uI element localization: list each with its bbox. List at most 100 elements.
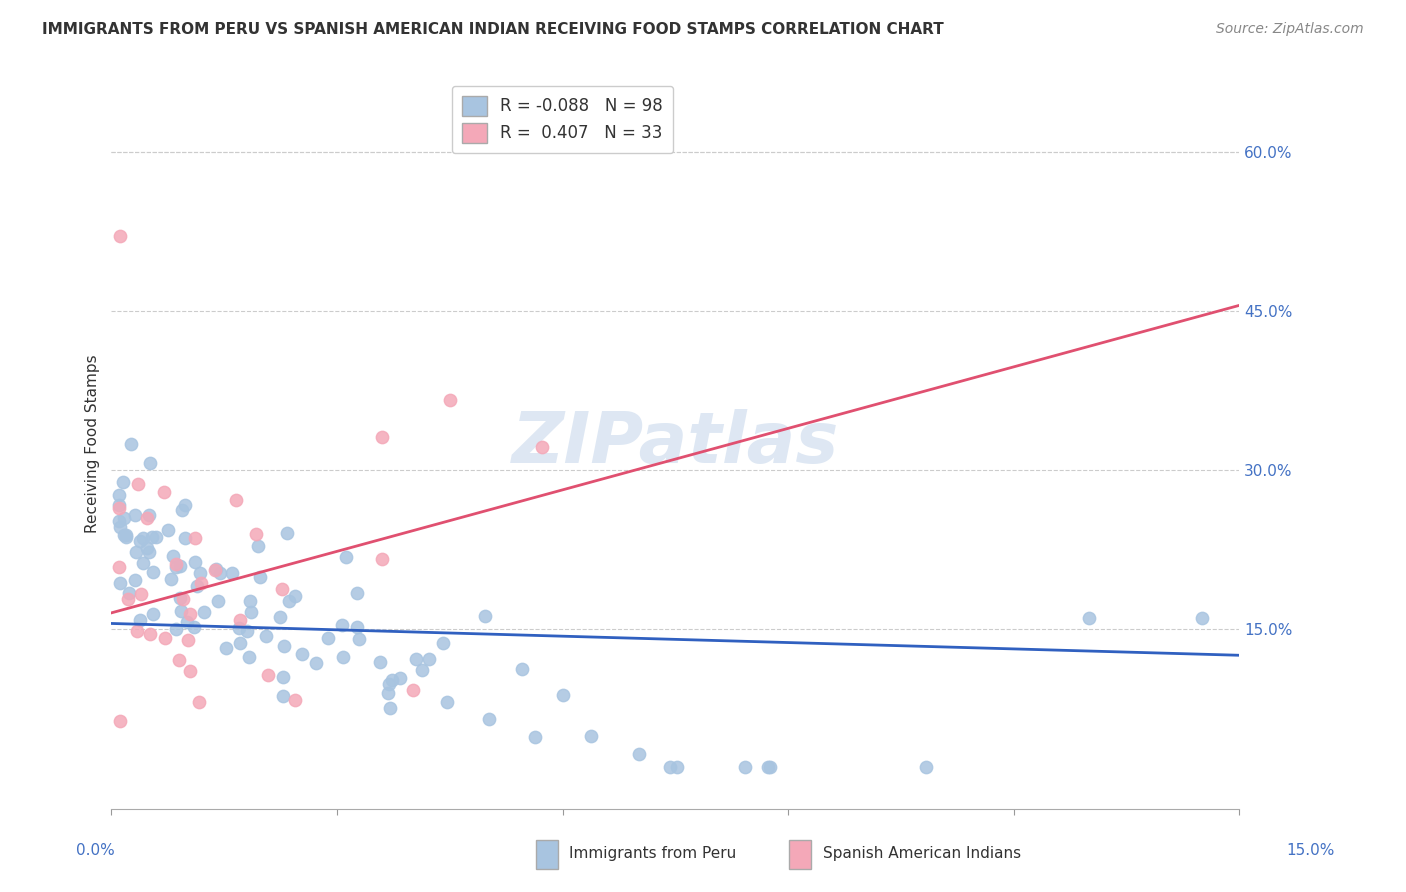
- Point: [165, 622, 187, 636]
- Point: [188, 566, 211, 581]
- Point: [108, 515, 131, 529]
- Point: [190, 576, 212, 591]
- Point: [184, 531, 207, 545]
- Text: ZIPatlas: ZIPatlas: [512, 409, 839, 478]
- Point: [1191, 611, 1213, 625]
- Point: [478, 712, 501, 726]
- Point: [247, 539, 270, 553]
- Point: [228, 613, 250, 627]
- Point: [184, 556, 207, 570]
- Point: [530, 440, 553, 454]
- Point: [108, 714, 131, 728]
- Point: [284, 692, 307, 706]
- Point: [174, 531, 197, 545]
- Point: [156, 523, 179, 537]
- Point: [170, 604, 193, 618]
- Point: [110, 229, 132, 244]
- Point: [179, 607, 201, 621]
- Point: [225, 492, 247, 507]
- Point: [377, 686, 399, 700]
- Point: [418, 652, 440, 666]
- Point: [389, 671, 412, 685]
- Point: [335, 550, 357, 565]
- Point: [405, 651, 427, 665]
- Point: [381, 673, 404, 688]
- Y-axis label: Receiving Food Stamps: Receiving Food Stamps: [86, 354, 100, 533]
- Text: Source: ZipAtlas.com: Source: ZipAtlas.com: [1216, 22, 1364, 37]
- Point: [209, 566, 232, 580]
- Point: [271, 582, 294, 596]
- Point: [115, 530, 138, 544]
- Point: [142, 566, 165, 580]
- Point: [138, 545, 160, 559]
- Point: [551, 688, 574, 702]
- Point: [284, 589, 307, 603]
- Point: [378, 701, 401, 715]
- Point: [229, 636, 252, 650]
- Point: [187, 695, 209, 709]
- Point: [139, 627, 162, 641]
- Point: [271, 670, 294, 684]
- Text: 0.0%: 0.0%: [76, 843, 115, 858]
- Point: [221, 566, 243, 580]
- Point: [228, 621, 250, 635]
- Point: [139, 457, 162, 471]
- Point: [127, 476, 149, 491]
- Point: [734, 759, 756, 773]
- Point: [271, 689, 294, 703]
- Point: [165, 560, 187, 574]
- Point: [278, 594, 301, 608]
- Point: [579, 729, 602, 743]
- Point: [138, 508, 160, 522]
- Point: [276, 526, 298, 541]
- Point: [117, 592, 139, 607]
- Point: [155, 632, 177, 646]
- Point: [172, 592, 194, 607]
- Point: [135, 541, 157, 555]
- Point: [145, 530, 167, 544]
- Point: [111, 475, 134, 490]
- Point: [432, 636, 454, 650]
- Point: [659, 759, 682, 773]
- Point: [108, 488, 131, 502]
- Point: [411, 663, 433, 677]
- Point: [291, 647, 314, 661]
- Text: IMMIGRANTS FROM PERU VS SPANISH AMERICAN INDIAN RECEIVING FOOD STAMPS CORRELATIO: IMMIGRANTS FROM PERU VS SPANISH AMERICAN…: [42, 22, 943, 37]
- Point: [371, 551, 394, 566]
- Point: [368, 655, 391, 669]
- Point: [124, 508, 146, 523]
- Point: [759, 759, 782, 773]
- Point: [254, 629, 277, 643]
- Point: [215, 640, 238, 655]
- Point: [915, 759, 938, 773]
- Text: Spanish American Indians: Spanish American Indians: [823, 846, 1021, 861]
- Point: [402, 682, 425, 697]
- Point: [129, 587, 152, 601]
- Point: [112, 510, 135, 524]
- Point: [169, 591, 191, 606]
- Point: [249, 570, 271, 584]
- Point: [176, 615, 198, 630]
- Point: [128, 534, 150, 549]
- Point: [132, 556, 155, 570]
- Text: 15.0%: 15.0%: [1286, 843, 1334, 858]
- Point: [118, 585, 141, 599]
- Point: [439, 392, 461, 407]
- Point: [142, 607, 165, 621]
- Point: [346, 620, 368, 634]
- Point: [153, 484, 176, 499]
- Point: [330, 618, 353, 632]
- Legend: R = -0.088   N = 98, R =  0.407   N = 33: R = -0.088 N = 98, R = 0.407 N = 33: [451, 86, 673, 153]
- Point: [186, 579, 208, 593]
- Point: [162, 549, 184, 564]
- Point: [523, 730, 546, 744]
- Point: [436, 695, 458, 709]
- Point: [166, 557, 188, 571]
- Point: [193, 605, 215, 619]
- Point: [169, 653, 191, 667]
- Point: [135, 510, 157, 524]
- Point: [141, 530, 163, 544]
- Point: [346, 586, 368, 600]
- Point: [257, 667, 280, 681]
- Point: [316, 631, 339, 645]
